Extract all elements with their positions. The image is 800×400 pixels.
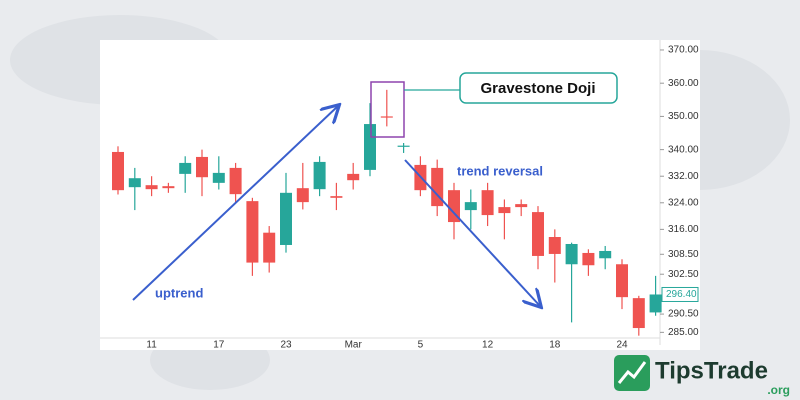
candle-body: [599, 250, 612, 259]
candle-body: [347, 173, 360, 181]
candle-body: [162, 186, 175, 189]
candle-body: [212, 172, 225, 183]
y-tick-label: 370.00: [668, 45, 699, 56]
reversal-label: trend reversal: [457, 163, 543, 178]
candle-body: [397, 145, 410, 147]
candle-body: [632, 298, 645, 329]
candle-body: [196, 156, 208, 178]
candle-body: [364, 124, 376, 170]
y-tick-label: 308.50: [668, 249, 699, 260]
candle-body: [498, 207, 511, 214]
x-tick-label: 11: [146, 340, 157, 351]
callout-box: [459, 72, 618, 104]
candle-body: [380, 116, 393, 118]
candle-body: [280, 192, 292, 245]
y-tick-label: 302.50: [668, 269, 699, 280]
last-price-label: 296.40: [666, 289, 697, 300]
x-tick-label: 23: [280, 340, 292, 351]
pattern-label: Gravestone Doji: [480, 80, 595, 97]
candle-body: [313, 161, 326, 190]
candle-body: [296, 188, 309, 203]
x-tick-label: 18: [549, 340, 561, 351]
candle-body: [649, 294, 662, 313]
x-tick-label: 12: [482, 340, 494, 351]
candle-body: [330, 196, 343, 198]
candle-body: [128, 178, 141, 188]
candle-body: [464, 202, 477, 211]
y-tick-label: 324.00: [668, 197, 699, 208]
y-tick-label: 290.50: [668, 309, 699, 320]
y-tick-label: 316.00: [668, 224, 699, 235]
y-tick-label: 360.00: [668, 78, 699, 89]
x-tick-label: Mar: [345, 340, 363, 351]
x-tick-label: 24: [616, 340, 628, 351]
logo-icon: [614, 355, 650, 391]
last-price-box: [661, 286, 699, 302]
x-tick-label: 5: [418, 340, 424, 351]
logo-name: TipsTrade: [655, 357, 768, 384]
uptrend-label: uptrend: [155, 285, 203, 300]
y-tick-label: 350.00: [668, 111, 699, 122]
uptrend-arrow: [132, 106, 338, 301]
candle-body: [229, 167, 242, 195]
candle-body: [532, 212, 544, 256]
candle-body: [481, 190, 494, 216]
pattern-box: [370, 81, 405, 138]
candle-body: [431, 167, 444, 207]
y-tick-label: 332.00: [668, 171, 699, 182]
candle-body: [565, 243, 578, 265]
candle-body: [616, 264, 628, 298]
candle-body: [448, 190, 460, 223]
candle-body: [548, 237, 561, 254]
logo-suffix: .org: [767, 383, 790, 397]
y-tick-label: 285.00: [668, 327, 699, 338]
logo-icon-line: [617, 361, 647, 384]
downtrend-arrow: [404, 159, 540, 306]
plot: 370.00 360.00 350.00 340.00 332.00 324.00 316.…: [112, 45, 699, 351]
candle-body: [246, 201, 259, 263]
y-tick-label: 340.00: [668, 144, 699, 155]
candle-body: [582, 252, 595, 266]
candle-body: [263, 232, 276, 263]
x-tick-label: 17: [213, 340, 225, 351]
candle-body: [179, 162, 192, 174]
candle-body: [112, 151, 124, 191]
candle-body: [145, 185, 158, 190]
candle-body: [515, 204, 528, 208]
